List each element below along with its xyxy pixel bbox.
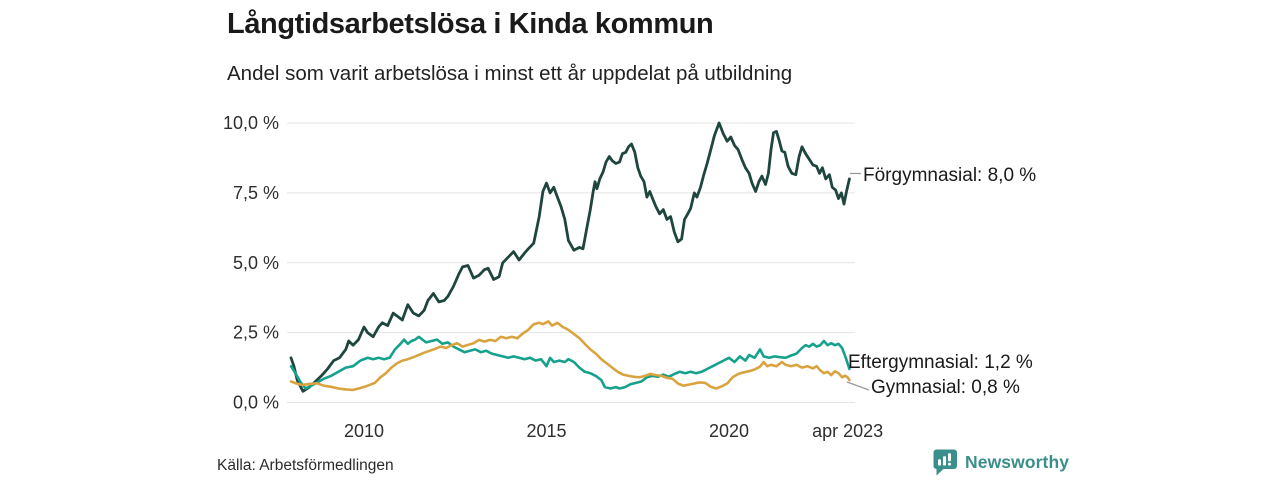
series-label-eftergymnasial: Eftergymnasial: 1,2 %	[848, 352, 1033, 373]
y-tick-label: 2,5 %	[233, 323, 279, 343]
series-label-gymnasial: Gymnasial: 0,8 %	[871, 377, 1020, 398]
y-tick-label: 7,5 %	[233, 183, 279, 203]
y-tick-label: 0,0 %	[233, 393, 279, 413]
x-tick-label: apr 2023	[812, 421, 883, 441]
speech-bubble-chart-icon	[933, 449, 957, 476]
newsworthy-logo-text: Newsworthy	[965, 452, 1070, 472]
x-tick-label: 2010	[344, 421, 384, 441]
chart-title: Långtidsarbetslösa i Kinda kommun	[227, 8, 714, 40]
x-tick-label: 2020	[709, 421, 749, 441]
leader-gymnasial	[846, 381, 870, 391]
x-tick-label: 2015	[526, 421, 566, 441]
newsworthy-logo: Newsworthy	[933, 449, 1069, 476]
series-label-forgymnasial: Förgymnasial: 8,0 %	[863, 165, 1037, 186]
series-line-eftergymnasial	[289, 335, 851, 390]
y-tick-label: 10,0 %	[223, 113, 279, 133]
chart-subtitle: Andel som varit arbetslösa i minst ett å…	[227, 62, 793, 85]
source-note: Källa: Arbetsförmedlingen	[217, 457, 394, 474]
series-line-gymnasial	[289, 320, 851, 392]
series-line-förgymnasial	[289, 121, 851, 393]
y-tick-label: 5,0 %	[233, 253, 279, 273]
